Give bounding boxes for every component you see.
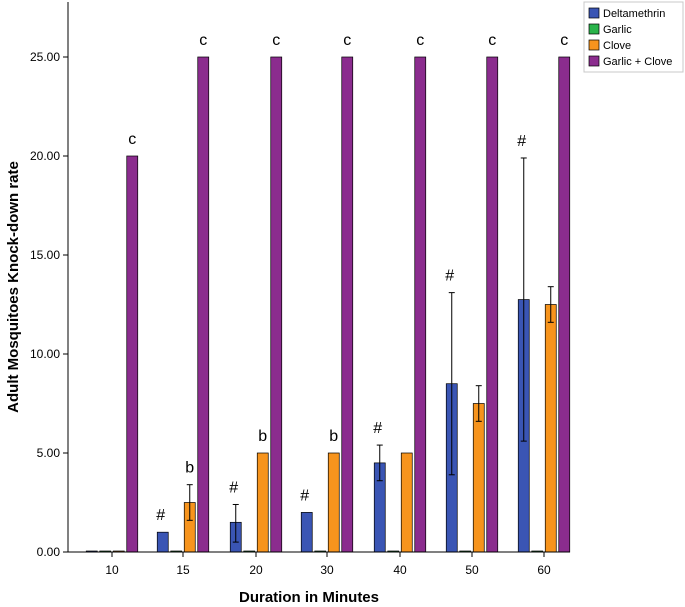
bar-garlic-clove-10 bbox=[126, 155, 139, 553]
bar-clove-20 bbox=[256, 452, 269, 553]
legend-swatch bbox=[588, 7, 600, 19]
x-tick-label: 15 bbox=[176, 563, 190, 577]
y-tick-label: 0.00 bbox=[37, 545, 61, 559]
significance-label: c bbox=[488, 32, 496, 49]
significance-label: c bbox=[199, 32, 207, 49]
y-tick-label: 20.00 bbox=[30, 149, 60, 163]
significance-label: c bbox=[272, 32, 280, 49]
legend-swatch bbox=[588, 39, 600, 51]
y-tick-label: 25.00 bbox=[30, 50, 60, 64]
bar-garlic-clove-60 bbox=[558, 56, 571, 553]
significance-label: # bbox=[229, 479, 238, 496]
x-tick-label: 60 bbox=[537, 563, 551, 577]
bar-deltamethrin-15 bbox=[156, 531, 169, 553]
bar-garlic-clove-40 bbox=[414, 56, 427, 553]
annotations-layer: c c c c c c c b b b # # # # # # bbox=[128, 32, 568, 524]
bar-clove-40 bbox=[400, 452, 413, 553]
significance-label: b bbox=[329, 428, 338, 445]
bar-deltamethrin-30 bbox=[300, 512, 313, 553]
significance-label: b bbox=[258, 428, 267, 445]
significance-label: c bbox=[343, 32, 351, 49]
legend-label: Deltamethrin bbox=[603, 8, 665, 20]
significance-label: c bbox=[128, 131, 136, 148]
significance-label: c bbox=[560, 32, 568, 49]
legend-label: Garlic bbox=[603, 24, 632, 36]
bar-garlic-clove-20 bbox=[270, 56, 283, 553]
significance-label: # bbox=[373, 420, 382, 437]
legend-swatch bbox=[588, 55, 600, 67]
y-tick-label: 15.00 bbox=[30, 248, 60, 262]
legend-swatch bbox=[588, 23, 600, 35]
x-axis-title: Duration in Minutes bbox=[239, 589, 379, 606]
x-tick-label: 10 bbox=[105, 563, 119, 577]
significance-label: # bbox=[445, 268, 454, 285]
axes-layer bbox=[67, 2, 570, 553]
legend-label: Clove bbox=[603, 40, 631, 52]
significance-label: b bbox=[185, 460, 194, 477]
y-ticks: 0.00 5.00 10.00 15.00 20.00 25.00 bbox=[30, 50, 68, 559]
x-tick-label: 20 bbox=[249, 563, 263, 577]
y-tick-label: 10.00 bbox=[30, 347, 60, 361]
x-tick-label: 40 bbox=[393, 563, 407, 577]
bar-clove-30 bbox=[327, 452, 340, 553]
x-tick-label: 30 bbox=[320, 563, 334, 577]
bars-layer bbox=[85, 56, 571, 553]
significance-label: # bbox=[300, 487, 309, 504]
legend-label: Garlic + Clove bbox=[603, 56, 672, 68]
legend-frame bbox=[583, 1, 684, 73]
y-tick-label: 5.00 bbox=[37, 446, 61, 460]
x-tick-label: 50 bbox=[465, 563, 479, 577]
error-bars-layer bbox=[186, 157, 554, 543]
bar-clove-60 bbox=[544, 304, 557, 553]
y-axis-title: Adult Mosquitoes Knock-down rate bbox=[5, 161, 22, 413]
bar-clove-50 bbox=[472, 403, 485, 553]
significance-label: # bbox=[517, 133, 526, 150]
significance-label: c bbox=[416, 32, 424, 49]
significance-label: # bbox=[156, 507, 165, 524]
bar-garlic-clove-15 bbox=[197, 56, 210, 553]
bar-garlic-clove-30 bbox=[341, 56, 354, 553]
x-ticks: 10 15 20 30 40 50 60 bbox=[105, 552, 551, 577]
legend: Deltamethrin Garlic Clove Garlic + Clove bbox=[583, 1, 684, 73]
bar-garlic-clove-50 bbox=[486, 56, 499, 553]
